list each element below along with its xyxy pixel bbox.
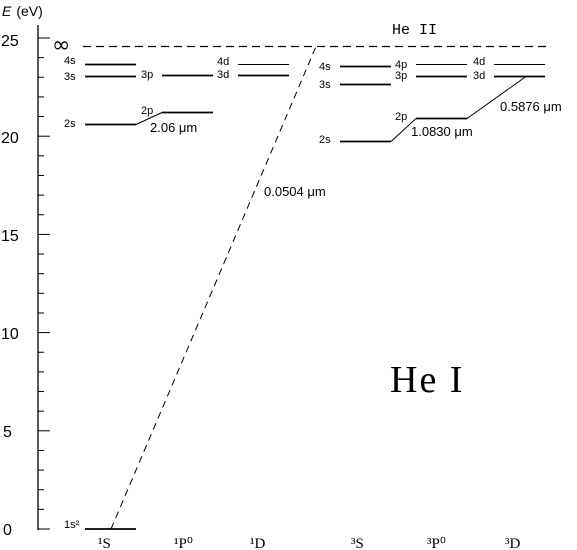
axis-label: E (eV)	[2, 3, 43, 19]
wavelength-0-5876um: 0.5876 μm	[500, 99, 562, 114]
tick-label-5: 5	[3, 424, 12, 441]
y-axis-ticks	[38, 37, 50, 530]
transition-0-0504um	[110, 46, 317, 530]
term-3S: ³S	[351, 536, 364, 550]
label-triplet-3s: 3s	[319, 79, 331, 91]
transition-0-5876um	[466, 76, 527, 119]
tick-label-20: 20	[1, 130, 19, 147]
label-singlet-4s: 4s	[64, 55, 76, 67]
wavelength-0-0504um: 0.0504 μm	[264, 184, 326, 199]
label-triplet-2p: 2p	[395, 111, 407, 123]
label-singlet-4d: 4d	[217, 56, 229, 68]
wavelength-2-06um: 2.06 μm	[150, 120, 197, 135]
label-triplet-3p: 3p	[395, 70, 407, 82]
infinity-symbol: ∞	[52, 33, 70, 58]
tick-label-0: 0	[3, 522, 12, 539]
tick-label-15: 15	[1, 228, 19, 245]
term-1D: ¹D	[250, 536, 265, 550]
transition-2-06um	[135, 112, 163, 125]
wavelength-1-0830um: 1.0830 μm	[411, 124, 473, 139]
tick-label-10: 10	[1, 326, 19, 343]
label-singlet-3s: 3s	[64, 71, 76, 83]
label-triplet-4d: 4d	[473, 56, 485, 68]
label-singlet-1s2: 1s²	[64, 519, 80, 531]
he-i-label: He I	[390, 359, 464, 401]
label-singlet-3p: 3p	[141, 69, 153, 81]
label-triplet-3d: 3d	[473, 70, 485, 82]
label-triplet-4s: 4s	[319, 61, 331, 73]
term-1P0: ¹P⁰	[174, 536, 193, 550]
tick-label-25: 25	[1, 33, 19, 50]
label-triplet-4p: 4p	[395, 59, 407, 71]
term-3D: ³D	[505, 536, 520, 550]
term-1S: ¹S	[98, 536, 111, 550]
transition-1-0830um	[390, 118, 417, 142]
he-ii-label: He II	[392, 22, 437, 39]
label-singlet-2p: 2p	[141, 105, 153, 117]
term-3P0: ³P⁰	[427, 536, 446, 550]
label-triplet-2s: 2s	[319, 134, 331, 146]
label-singlet-3d: 3d	[217, 69, 229, 81]
label-singlet-2s: 2s	[64, 118, 76, 130]
